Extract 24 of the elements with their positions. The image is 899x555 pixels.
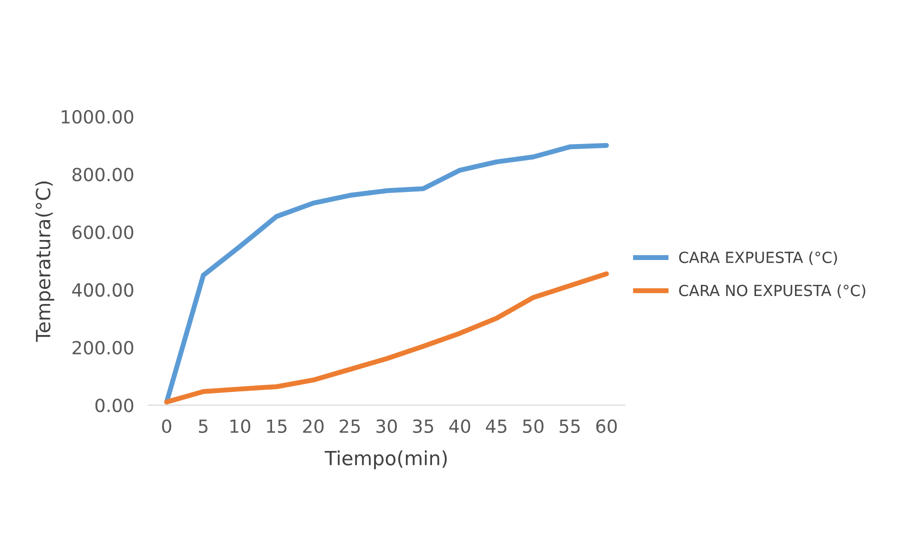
y-tick-label: 0.00: [95, 398, 134, 412]
legend-label: CARA EXPUESTA (°C): [679, 251, 837, 265]
line-series: [164, 271, 609, 404]
x-tick-label: 30: [376, 419, 397, 434]
x-tick-label: 25: [340, 419, 360, 434]
y-axis-title: Temperatura(°C): [35, 182, 54, 342]
x-tick-label: 20: [303, 419, 324, 434]
y-tick-label: 1000.00: [62, 110, 134, 124]
y-tick-label: 600.00: [72, 225, 134, 240]
x-tick-label: 60: [596, 419, 617, 434]
y-tick-label: 800.00: [72, 168, 134, 182]
y-tick-label: 400.00: [72, 283, 134, 297]
legend-label: CARA NO EXPUESTA (°C): [679, 284, 866, 298]
x-tick-label: 50: [523, 419, 544, 434]
x-tick-label: 10: [230, 419, 250, 434]
x-tick-label: 5: [198, 420, 208, 434]
x-axis-title: Tiempo(min): [324, 450, 447, 470]
x-tick-label: 55: [560, 420, 580, 434]
y-tick-label: 200.00: [72, 340, 134, 355]
x-tick-label: 15: [267, 420, 287, 434]
x-tick-label: 40: [449, 419, 470, 434]
x-tick-label: 45: [486, 420, 506, 434]
x-tick-label: 0: [162, 419, 172, 434]
x-tick-label: 35: [413, 419, 434, 434]
